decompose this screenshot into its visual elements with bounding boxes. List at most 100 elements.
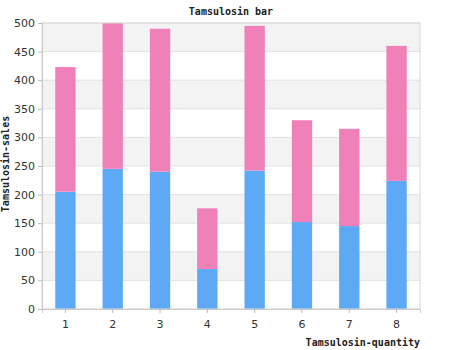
y-tick-mark [38,52,42,53]
x-tick-mark [301,309,302,313]
bar [55,67,75,192]
y-tick: 0 [28,303,42,316]
bar [150,29,170,172]
grid-line [42,223,420,224]
x-tick: 6 [298,309,305,331]
y-tick: 400 [14,74,42,87]
y-tick-label: 300 [14,131,35,144]
bar [292,222,312,309]
x-tick: 4 [204,309,211,331]
y-tick: 350 [14,103,42,116]
y-tick-mark [38,80,42,81]
y-tick-label: 100 [14,246,35,259]
bar [197,208,217,269]
bar [292,120,312,222]
y-tick: 200 [14,189,42,202]
grid-line [42,51,420,52]
x-tick: 1 [62,309,69,331]
x-tick: 8 [393,309,400,331]
x-tick-label: 5 [251,318,258,331]
grid-line [42,280,420,281]
bar [103,23,123,169]
y-tick-label: 350 [14,103,35,116]
y-tick: 150 [14,217,42,230]
y-tick-label: 0 [28,303,35,316]
chart-svg: 0 50 100 150 200 250 300 350 400 450 500 1 2 3 4 5 6 7 8 Ta… [0,0,450,350]
x-tick-label: 1 [62,318,69,331]
x-tick-label: 3 [157,318,164,331]
x-tick-label: 7 [346,318,353,331]
x-tick-label: 8 [393,318,400,331]
bar [244,171,264,309]
grid-band [42,80,420,109]
grid-line [42,251,420,252]
y-tick-mark [38,195,42,196]
y-tick-label: 250 [14,160,35,173]
x-tick: 3 [157,309,164,331]
bar [244,26,264,171]
x-tick-mark [349,309,350,313]
bar [386,181,406,309]
y-tick: 50 [21,274,42,287]
bar [150,172,170,309]
y-tick-label: 150 [14,217,35,230]
x-tick-mark [396,309,397,313]
title: Tamsulosin bar [189,6,273,17]
grid-band [42,195,420,224]
bar [339,226,359,309]
x-tick-label: 4 [204,318,211,331]
y-tick-mark [38,23,42,24]
y-tick-mark [38,280,42,281]
plot-frame [42,23,420,309]
y-tick: 300 [14,131,42,144]
grid-line [42,80,420,81]
y-tick-label: 200 [14,189,35,202]
x-tick: 2 [109,309,116,331]
y-tick-mark [38,223,42,224]
bar [55,192,75,309]
y-tick: 250 [14,160,42,173]
series [55,23,407,269]
y-tick-mark [38,109,42,110]
y-tick-mark [38,252,42,253]
y-tick-label: 450 [14,46,35,59]
x-tick-mark [207,309,208,313]
grid-line [42,166,420,167]
bar [339,129,359,226]
chart-container: 0 50 100 150 200 250 300 350 400 450 500 1 2 3 4 5 6 7 8 Ta… [0,0,450,350]
y-tick-label: 400 [14,74,35,87]
grid-band [42,137,420,166]
y-tick: 450 [14,46,42,59]
y-tick-label: 50 [21,274,35,287]
y-axis-title: Tamsulosin-sales [0,116,11,212]
bar [103,169,123,309]
x-axis-line [43,310,421,314]
bars [55,23,407,309]
x-tick-mark [254,309,255,313]
x-tick: 5 [251,309,258,331]
bar [197,269,217,309]
grid-line [42,137,420,138]
y-tick-label: 500 [14,17,35,30]
x-tick: 7 [346,309,353,331]
y-tick: 500 [14,17,42,30]
x-tick-mark [65,309,66,313]
grid-band [42,252,420,281]
y-tick-mark [38,309,42,310]
grid-line [42,194,420,195]
x-axis: 1 2 3 4 5 6 7 8 [43,309,421,331]
x-tick-label: 6 [298,318,305,331]
x-axis-title: Tamsulosin-quantity [306,337,420,348]
y-tick-mark [38,166,42,167]
bar [386,46,406,181]
x-tick-mark [112,309,113,313]
grid-band [42,23,420,52]
grid [42,23,420,309]
y-axis: 0 50 100 150 200 250 300 350 400 450 500 [14,17,43,316]
y-axis-line [38,24,43,310]
y-tick: 100 [14,246,42,259]
x-tick-mark [160,309,161,313]
x-tick-label: 2 [109,318,116,331]
grid-line [42,108,420,109]
y-tick-mark [38,137,42,138]
